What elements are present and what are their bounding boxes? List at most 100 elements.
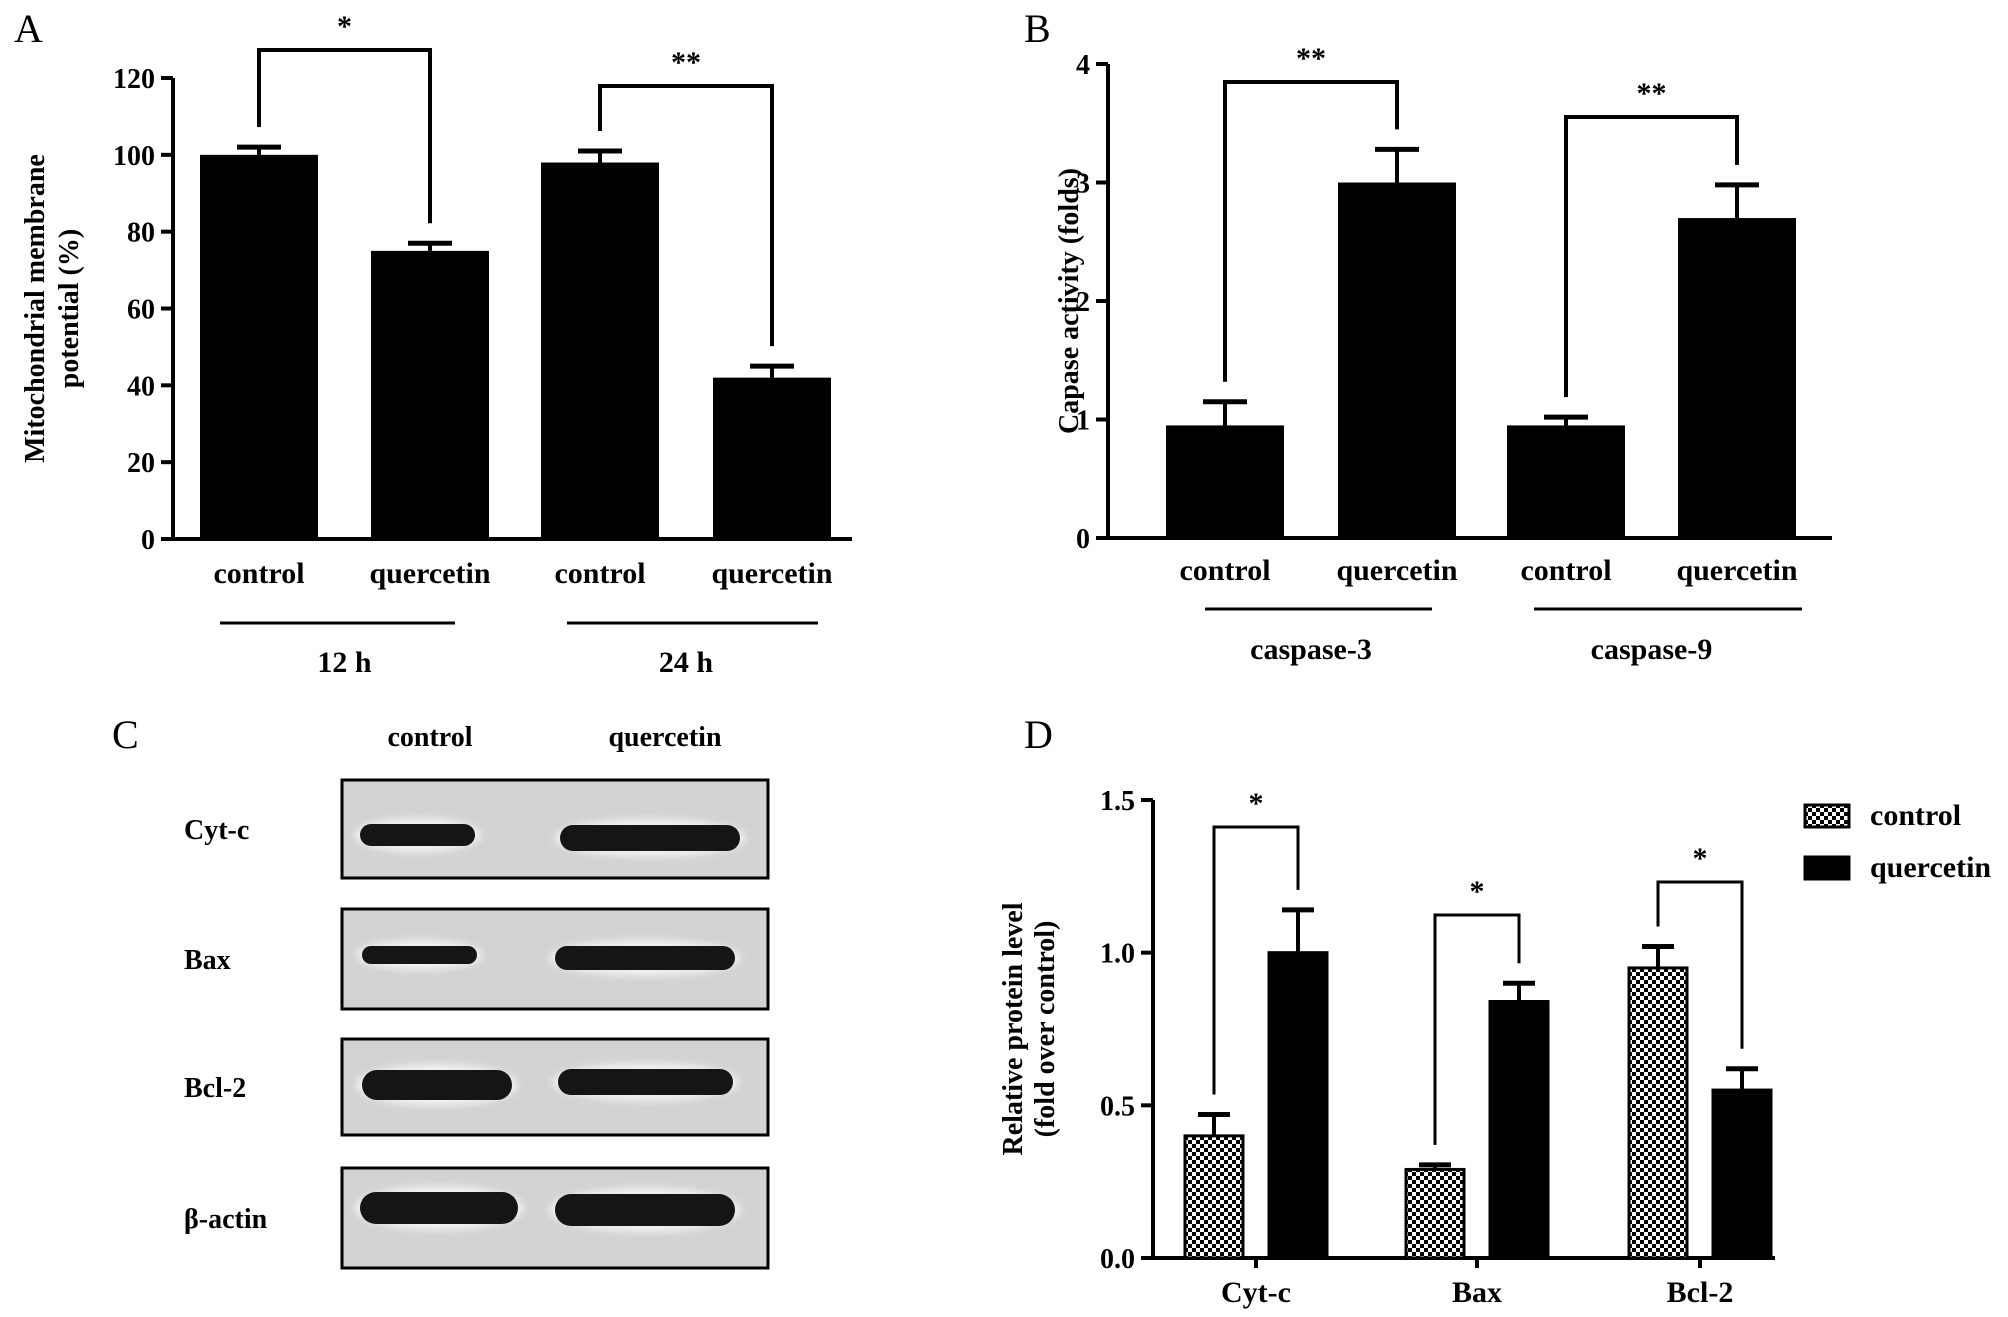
significance-bracket: * — [1433, 875, 1521, 1145]
category-label: control — [554, 557, 645, 590]
bar — [1338, 182, 1456, 538]
y-tick-label: 3 — [1076, 169, 1090, 200]
blot-row-label: Bcl-2 — [184, 1073, 246, 1104]
bracket-line — [598, 84, 774, 347]
y-axis-title-line: Mitochondrial membrane — [20, 154, 51, 463]
category-label: control — [1179, 554, 1270, 587]
y-tick-label: 4 — [1076, 50, 1090, 81]
bar — [1166, 425, 1284, 538]
category-label: Cyt-c — [1221, 1276, 1291, 1309]
blot-row-label: Bax — [184, 945, 231, 976]
y-tick-label: 120 — [113, 64, 155, 95]
y-tick-label: 80 — [127, 218, 155, 249]
bar — [200, 154, 318, 540]
bar — [541, 162, 659, 539]
bracket-line — [1656, 880, 1744, 1049]
legend-swatch — [1803, 803, 1851, 829]
significance-bracket: ** — [598, 46, 774, 347]
significance-marker: ** — [1637, 77, 1667, 110]
legend: control quercetin — [1803, 799, 1991, 884]
y-tick-label: 2 — [1076, 287, 1090, 318]
bar — [1404, 1167, 1466, 1260]
blot-column-label: quercetin — [608, 722, 721, 753]
bar — [1488, 1000, 1550, 1260]
y-tick-label: 0 — [1076, 524, 1090, 555]
group-label: caspase-9 — [1591, 633, 1713, 666]
bracket-line — [1223, 80, 1399, 382]
y-axis-title-line: Capase activity (folds) — [1054, 168, 1085, 434]
bar — [713, 377, 831, 539]
y-tick-label: 1 — [1076, 406, 1090, 437]
blot-band — [555, 946, 735, 970]
chart-panel-d: 0.0 0.5 1.0 1.5 Cyt-c Bax Bcl-2 * * * control querc… — [998, 786, 1991, 1309]
y-tick-label: 20 — [127, 448, 155, 479]
bar — [1627, 966, 1689, 1260]
significance-marker: * — [1470, 875, 1485, 908]
category-label: quercetin — [1336, 554, 1457, 587]
chart-panel-b: 0 1 2 3 4 control quercetin control quercetin ** *… — [1054, 42, 1832, 666]
panel-letter-d: D — [1024, 712, 1053, 757]
y-tick-label: 1.0 — [1100, 939, 1135, 970]
y-tick-label: 40 — [127, 371, 155, 402]
chart-panel-a: 0 20 40 60 80 100 120 control quercetin control qu… — [20, 10, 852, 679]
blot-row-label: Cyt-c — [184, 815, 249, 846]
category-label: control — [1520, 554, 1611, 587]
significance-bracket: * — [1212, 787, 1300, 1095]
significance-marker: ** — [671, 46, 701, 79]
y-axis-title-line: Relative protein level — [998, 902, 1029, 1155]
bar — [371, 250, 489, 539]
blot-band — [362, 1070, 512, 1100]
blot-row: Bcl-2 — [184, 1037, 770, 1137]
legend-label: control — [1870, 799, 1961, 832]
blot-band — [560, 825, 740, 851]
bracket-line — [1564, 115, 1739, 398]
legend-swatch — [1803, 855, 1851, 881]
significance-bracket: * — [1656, 842, 1744, 1049]
blot-band — [555, 1194, 735, 1226]
blot-row: Cyt-c — [184, 778, 770, 880]
y-axis-title-line: potential (%) — [54, 229, 85, 388]
significance-marker: ** — [1296, 42, 1326, 75]
group-label: 24 h — [659, 646, 714, 679]
blot-row: Bax — [184, 907, 770, 1011]
y-tick-label: 0.0 — [1100, 1244, 1135, 1275]
panel-letter-a: A — [14, 6, 43, 51]
significance-marker: * — [1249, 787, 1264, 820]
significance-marker: * — [337, 10, 352, 43]
western-blot-panel: control quercetin Cyt-c Bax Bcl-2 β-actin — [184, 722, 770, 1270]
bracket-line — [1433, 913, 1521, 1145]
group-label: 12 h — [317, 646, 372, 679]
group-label: caspase-3 — [1250, 633, 1372, 666]
y-tick-label: 0.5 — [1100, 1091, 1135, 1122]
significance-bracket: ** — [1223, 42, 1399, 382]
bracket-line — [257, 48, 432, 224]
category-label: quercetin — [369, 557, 490, 590]
blot-band — [558, 1069, 733, 1095]
blot-band — [362, 946, 477, 964]
bar — [1711, 1088, 1773, 1260]
bar — [1507, 425, 1625, 538]
bracket-line — [1212, 825, 1300, 1095]
significance-marker: * — [1693, 842, 1708, 875]
panel-letter-c: C — [112, 712, 139, 757]
legend-label: quercetin — [1870, 851, 1991, 884]
blot-column-label: control — [387, 722, 472, 753]
significance-bracket: * — [257, 10, 432, 224]
significance-bracket: ** — [1564, 77, 1739, 398]
y-axis-title: Relative protein level(fold over control… — [998, 902, 1061, 1155]
category-label: Bcl-2 — [1667, 1276, 1734, 1309]
bar — [1678, 218, 1796, 539]
category-label: quercetin — [1676, 554, 1797, 587]
blot-row-label: β-actin — [184, 1204, 268, 1235]
y-tick-label: 1.5 — [1100, 786, 1135, 817]
y-axis-title: Capase activity (folds) — [1054, 168, 1085, 434]
y-tick-label: 0 — [141, 525, 155, 556]
y-tick-label: 60 — [127, 295, 155, 326]
y-tick-label: 100 — [113, 141, 155, 172]
category-label: Bax — [1452, 1276, 1502, 1309]
blot-row: β-actin — [184, 1166, 770, 1270]
category-label: quercetin — [711, 557, 832, 590]
category-label: control — [213, 557, 304, 590]
bar — [1183, 1134, 1245, 1260]
